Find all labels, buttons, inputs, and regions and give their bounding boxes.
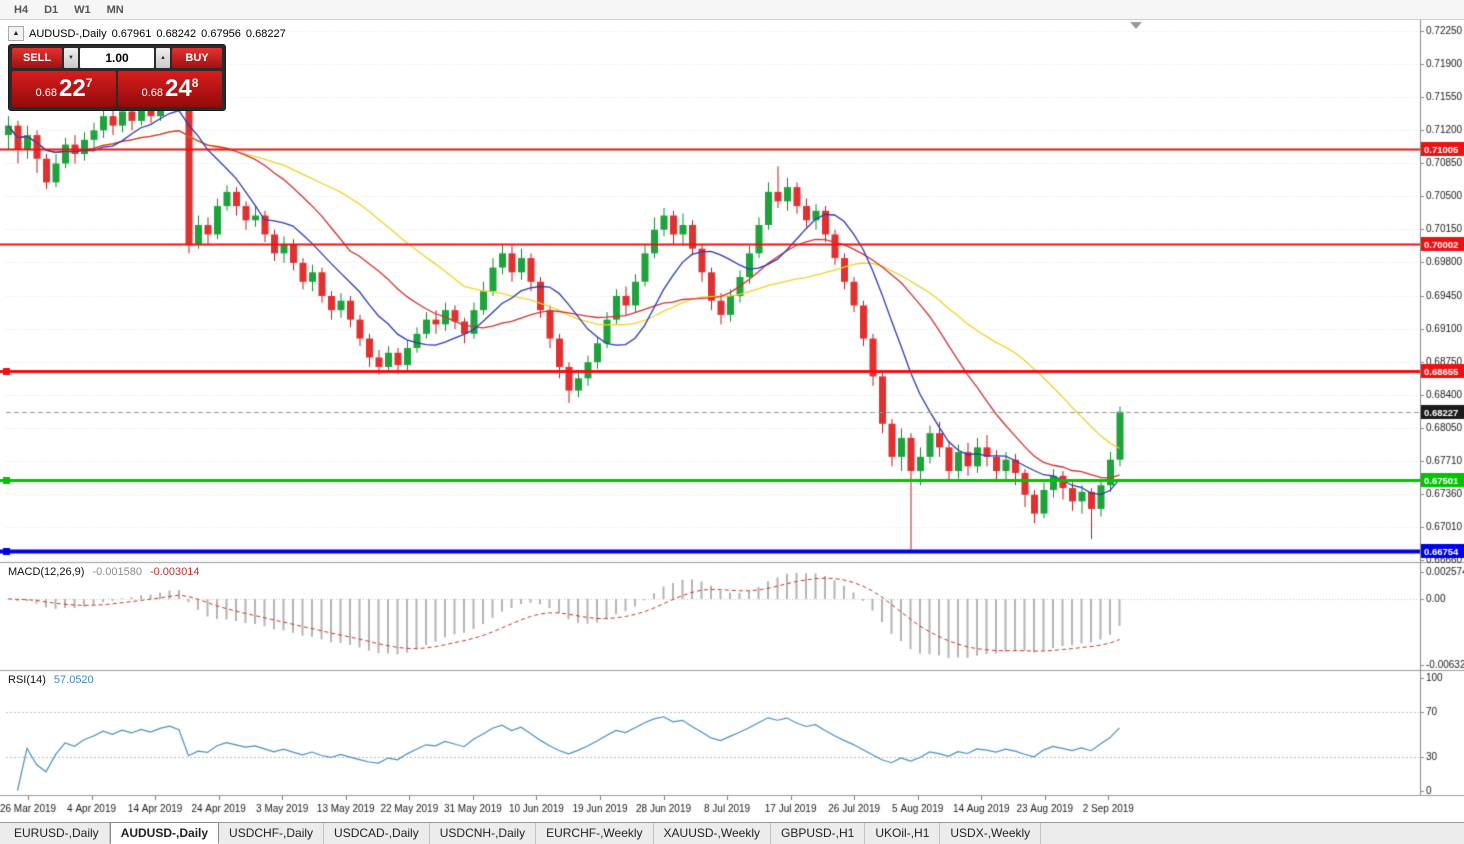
volume-input[interactable] — [80, 48, 154, 68]
bid-price-pipette: 7 — [85, 76, 93, 90]
timeframe-d1-button[interactable]: D1 — [44, 3, 59, 16]
one-click-trading-panel: SELL ▼ ▲ BUY 0.68 22 7 0.68 24 8 — [8, 44, 226, 111]
macd-signal-value: -0.003014 — [149, 566, 200, 578]
tab-gbpusd-h1[interactable]: GBPUSD-,H1 — [771, 823, 866, 844]
tab-usdcnh-daily[interactable]: USDCNH-,Daily — [430, 823, 537, 844]
macd-name: MACD(12,26,9) — [8, 566, 85, 578]
ask-price-prefix: 0.68 — [141, 87, 164, 99]
rsi-indicator-label: RSI(14) 57.0520 — [8, 674, 94, 686]
buy-price-button[interactable]: 0.68 24 8 — [118, 71, 222, 107]
caret-up-icon: ▲ — [160, 55, 166, 61]
tab-ukoil-h1[interactable]: UKOil-,H1 — [865, 823, 941, 844]
ohlc-open-value: 0.67961 — [111, 27, 152, 40]
tab-xauusd-weekly[interactable]: XAUUSD-,Weekly — [654, 823, 771, 844]
ohlc-high-value: 0.68242 — [156, 27, 197, 40]
macd-main-value: -0.001580 — [92, 566, 142, 578]
bid-price-big-digits: 22 — [59, 75, 86, 102]
timeframe-toolbar: H4 D1 W1 MN — [0, 0, 1464, 20]
sell-button[interactable]: SELL — [12, 48, 62, 68]
volume-decrease-button[interactable]: ▼ — [64, 48, 78, 68]
ask-price-big-digits: 24 — [165, 75, 192, 102]
timeframe-w1-button[interactable]: W1 — [74, 3, 91, 16]
tab-usdchf-daily[interactable]: USDCHF-,Daily — [219, 823, 325, 844]
tab-usdx-weekly[interactable]: USDX-,Weekly — [940, 823, 1042, 844]
rsi-name: RSI(14) — [8, 674, 46, 686]
ohlc-low-value: 0.67956 — [201, 27, 241, 40]
ohlc-close-value: 0.68227 — [245, 27, 286, 40]
volume-increase-button[interactable]: ▲ — [156, 48, 170, 68]
price-chart-canvas[interactable] — [0, 20, 1464, 822]
macd-indicator-label: MACD(12,26,9) -0.001580 -0.003014 — [8, 566, 200, 578]
one-click-collapse-icon[interactable]: ▲ — [8, 26, 24, 41]
timeframe-h4-button[interactable]: H4 — [14, 3, 29, 16]
chart-tab-bar: EURUSD-,Daily AUDUSD-,Daily USDCHF-,Dail… — [0, 822, 1464, 844]
bid-price-prefix: 0.68 — [35, 87, 58, 99]
tab-eurusd-daily[interactable]: EURUSD-,Daily — [4, 823, 110, 844]
rsi-value: 57.0520 — [53, 674, 94, 686]
chart-info-line: ▲ AUDUSD-,Daily 0.67961 0.68242 0.67956 … — [8, 26, 286, 41]
tab-eurchf-weekly[interactable]: EURCHF-,Weekly — [536, 823, 654, 844]
tab-usdcad-daily[interactable]: USDCAD-,Daily — [324, 823, 430, 844]
ask-price-pipette: 8 — [191, 76, 199, 90]
chart-symbol-period: AUDUSD-,Daily — [29, 27, 107, 40]
buy-button[interactable]: BUY — [172, 48, 222, 68]
caret-down-icon: ▼ — [68, 55, 74, 61]
sell-price-button[interactable]: 0.68 22 7 — [12, 71, 116, 107]
timeframe-mn-button[interactable]: MN — [106, 3, 124, 16]
tab-audusd-daily[interactable]: AUDUSD-,Daily — [109, 822, 220, 844]
